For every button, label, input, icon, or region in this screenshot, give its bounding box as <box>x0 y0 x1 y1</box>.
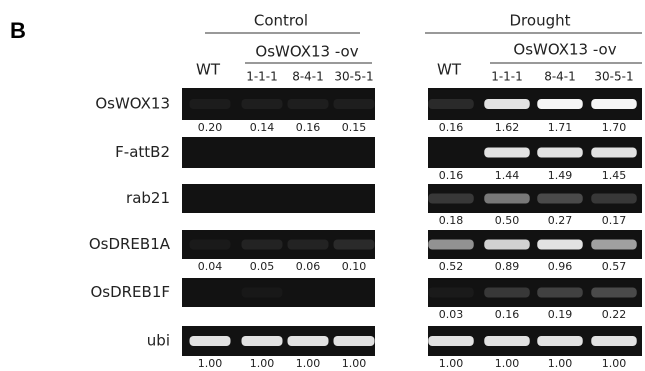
band-value: 0.17 <box>602 214 627 227</box>
gel-band <box>241 240 282 250</box>
gel-band <box>591 288 636 298</box>
band-value: 0.10 <box>342 260 367 273</box>
gel-band <box>537 288 582 298</box>
gel-band <box>189 336 230 346</box>
gene-label: rab21 <box>126 189 170 207</box>
gene-label: F-attB2 <box>115 143 170 161</box>
gel-band <box>189 99 230 109</box>
band-value: 1.71 <box>548 121 573 134</box>
ov-label: OsWOX13 -ov <box>255 43 358 61</box>
gel-band <box>484 194 529 204</box>
band-value: 1.49 <box>548 169 573 182</box>
wt-label: WT <box>437 61 462 79</box>
band-value: 0.52 <box>439 260 464 273</box>
panel-label: B <box>10 18 26 43</box>
gel-band <box>189 240 230 250</box>
gel-strip <box>182 184 375 213</box>
gel-band <box>591 194 636 204</box>
band-value: 1.00 <box>495 357 520 370</box>
band-value: 1.00 <box>342 357 367 370</box>
band-value: 0.06 <box>296 260 321 273</box>
band-value: 1.00 <box>548 357 573 370</box>
band-value: 1.00 <box>198 357 223 370</box>
gel-band <box>537 336 582 346</box>
group-title: Drought <box>510 12 571 30</box>
band-value: 0.04 <box>198 260 223 273</box>
gel-band <box>428 240 473 250</box>
lane-label: 1-1-1 <box>246 70 278 84</box>
band-value: 0.20 <box>198 121 223 134</box>
band-value: 1.62 <box>495 121 520 134</box>
gene-label: OsDREB1F <box>90 283 170 301</box>
band-value: 0.27 <box>548 214 573 227</box>
figure: B Control WT OsWOX13 -ov 1-1-1 8-4-1 30-5-1 Dr… <box>0 0 645 371</box>
gel-band <box>428 194 473 204</box>
gel-band <box>287 336 328 346</box>
lane-label: 1-1-1 <box>491 70 523 84</box>
gene-label: OsDREB1A <box>89 235 171 253</box>
band-value: 1.45 <box>602 169 627 182</box>
gel-band <box>428 336 473 346</box>
lane-label: 8-4-1 <box>544 70 576 84</box>
gel-band <box>241 288 282 298</box>
gel-band <box>537 194 582 204</box>
band-value: 1.00 <box>602 357 627 370</box>
band-value: 1.00 <box>296 357 321 370</box>
gel-band <box>428 99 473 109</box>
band-value: 0.16 <box>439 121 464 134</box>
gel-band <box>591 99 636 109</box>
gel-band <box>484 288 529 298</box>
gel-band <box>428 288 473 298</box>
wt-label: WT <box>196 61 221 79</box>
band-value: 0.14 <box>250 121 275 134</box>
band-value: 0.05 <box>250 260 275 273</box>
band-value: 0.19 <box>548 308 573 321</box>
band-value: 0.22 <box>602 308 627 321</box>
gel-band <box>287 240 328 250</box>
band-value: 0.50 <box>495 214 520 227</box>
gel-band <box>333 99 374 109</box>
gel-band <box>591 336 636 346</box>
lane-label: 30-5-1 <box>334 70 373 84</box>
gene-label: ubi <box>147 332 170 350</box>
gel-band <box>333 336 374 346</box>
gel-band <box>241 99 282 109</box>
gel-band <box>484 240 529 250</box>
band-value: 0.16 <box>296 121 321 134</box>
gene-label: OsWOX13 <box>95 95 170 113</box>
gel-band <box>484 336 529 346</box>
band-value: 0.16 <box>439 169 464 182</box>
gel-band <box>537 99 582 109</box>
band-value: 0.18 <box>439 214 464 227</box>
band-value: 0.96 <box>548 260 573 273</box>
gel-band <box>484 148 529 158</box>
group-title: Control <box>254 12 308 30</box>
band-value: 1.44 <box>495 169 520 182</box>
gel-band <box>591 240 636 250</box>
ov-label: OsWOX13 -ov <box>513 41 616 59</box>
band-value: 1.70 <box>602 121 627 134</box>
lane-label: 8-4-1 <box>292 70 324 84</box>
gel-band <box>241 336 282 346</box>
lane-label: 30-5-1 <box>594 70 633 84</box>
gel-band <box>537 148 582 158</box>
gel-band <box>484 99 529 109</box>
gel-band <box>591 148 636 158</box>
gel-band <box>333 240 374 250</box>
band-value: 1.00 <box>250 357 275 370</box>
band-value: 0.03 <box>439 308 464 321</box>
band-value: 0.57 <box>602 260 627 273</box>
gel-band <box>287 99 328 109</box>
band-value: 1.00 <box>439 357 464 370</box>
band-value: 0.15 <box>342 121 367 134</box>
band-value: 0.16 <box>495 308 520 321</box>
gel-strip <box>182 137 375 168</box>
band-value: 0.89 <box>495 260 520 273</box>
gel-band <box>537 240 582 250</box>
